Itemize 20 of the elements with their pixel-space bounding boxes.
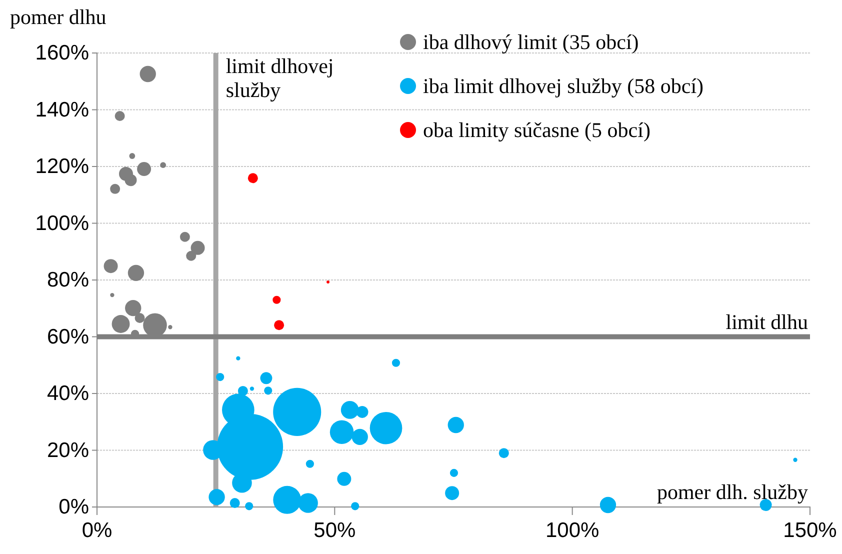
ref-line-label: limit dlhovej služby [226,54,334,102]
y-tick-label: 120% [35,155,89,178]
ref-line-label: limit dlhu [726,310,808,334]
x-tick-label: 0% [82,518,112,542]
legend-label: oba limity súčasne (5 obcí) [423,118,650,142]
y-tick-label: 0% [58,496,89,519]
legend-label: iba limit dlhovej služby (58 obcí) [423,74,704,98]
y-axis-title: pomer dlhu [10,5,107,29]
legend-label: iba dlhový limit (35 obcí) [423,30,639,54]
y-tick-label: 40% [46,382,89,406]
y-tick-label: 140% [35,98,89,122]
x-axis-title: pomer dlh. služby [656,480,808,504]
y-tick-label: 20% [46,438,89,462]
x-tick-label: 50% [314,518,356,542]
y-tick-label: 80% [46,268,89,292]
y-tick-label: 60% [46,325,89,348]
x-tick-label: 100% [545,518,600,542]
y-tick-label: 160% [35,42,89,65]
y-tick-label: 100% [35,212,89,235]
x-tick-label: 150% [783,518,837,542]
